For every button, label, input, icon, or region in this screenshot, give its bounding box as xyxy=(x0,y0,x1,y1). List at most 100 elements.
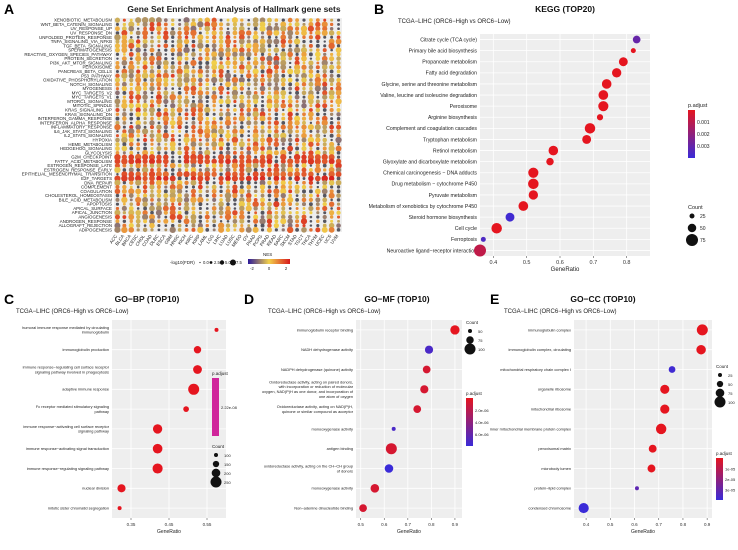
panel-a-size-legend-label: 5.0 xyxy=(225,260,231,265)
panel-a-dot xyxy=(219,185,223,189)
panel-a-dot xyxy=(240,138,244,142)
panel-a-dot xyxy=(309,104,313,108)
panel-c-tick-label: 0.35 xyxy=(127,522,136,527)
panel-a-dot xyxy=(121,158,128,165)
panel-a-dot xyxy=(328,145,335,152)
panel-a-row-label: IL2_STAT5_SIGNALING xyxy=(64,133,112,138)
panel-a-row-label: COMPLEMENT xyxy=(81,185,112,190)
panel-a-row-label: WNT_BETA_CATENIN_SIGNALING xyxy=(41,22,113,27)
panel-a-dot xyxy=(254,211,258,215)
panel-a-dot xyxy=(239,175,245,182)
panel-a-dot xyxy=(184,112,189,117)
panel-a-dot xyxy=(245,192,252,199)
panel-a-dot xyxy=(247,70,251,73)
panel-a-dot xyxy=(295,219,300,224)
panel-a-dot xyxy=(135,77,142,84)
panel-a-dot xyxy=(287,107,293,113)
panel-a-dot xyxy=(246,202,251,207)
panel-a-dot xyxy=(198,211,202,215)
panel-a-dot xyxy=(129,77,134,83)
panel-a-dot xyxy=(294,56,300,62)
panel-a-dot xyxy=(163,81,169,87)
panel-a-dot xyxy=(273,77,280,83)
panel-a-dot xyxy=(315,150,321,156)
panel-a-dot xyxy=(128,73,134,79)
panel-d-dot xyxy=(384,464,394,473)
panel-a-dot xyxy=(315,103,321,109)
panel-a-dot xyxy=(253,116,258,121)
panel-d-term-label: monooxygenase activity xyxy=(311,486,353,491)
panel-a-dot xyxy=(295,206,299,210)
panel-d-dot xyxy=(385,443,397,455)
panel-c-size-legend-label: 200 xyxy=(224,471,231,476)
panel-a-dot xyxy=(212,112,216,116)
panel-a-size-legend-title: -log10(FDR) xyxy=(170,260,195,265)
panel-a-dot xyxy=(205,147,209,151)
panel-a-dot xyxy=(115,61,120,65)
panel-b-size-legend-dot xyxy=(689,213,695,219)
panel-a-dot xyxy=(307,136,315,144)
panel-a-dot xyxy=(128,137,134,143)
panel-a-dot xyxy=(135,124,141,130)
panel-a-dot xyxy=(212,197,217,202)
panel-a-dot xyxy=(232,82,238,87)
panel-a-dot xyxy=(190,59,197,67)
panel-a-dot xyxy=(274,214,279,220)
panel-a-dot xyxy=(164,168,168,172)
panel-d-size-legend-dot xyxy=(464,343,476,355)
panel-a-size-legend-dot xyxy=(230,259,236,266)
panel-c-term-label: nuclear division xyxy=(82,486,109,491)
panel-a-dot xyxy=(288,202,293,207)
panel-a-dot xyxy=(184,82,189,87)
panel-a-dot xyxy=(162,60,169,66)
panel-a-row-label: ADIPOGENESIS xyxy=(79,227,112,232)
panel-a-dot xyxy=(302,18,306,22)
panel-a-dot xyxy=(198,219,203,223)
panel-a-dot xyxy=(273,120,279,126)
panel-a-dot xyxy=(322,193,327,198)
panel-a-dot xyxy=(286,226,294,234)
panel-a-dot xyxy=(219,189,223,194)
panel-a-dot xyxy=(259,111,266,118)
panel-a-dot xyxy=(309,224,313,227)
panel-a-dot xyxy=(171,202,175,206)
panel-a-dot xyxy=(121,175,128,182)
panel-a-dot xyxy=(253,98,259,105)
panel-a-dot xyxy=(239,43,244,48)
panel-a-dot xyxy=(239,112,245,117)
panel-a-size-legend-label: 0.0 xyxy=(203,260,209,265)
panel-a-dot xyxy=(328,42,335,50)
panel-a-dot xyxy=(184,180,189,185)
panel-a-dot xyxy=(129,198,133,202)
panel-a-dot xyxy=(273,141,280,147)
panel-a-dot xyxy=(205,77,210,83)
panel-a-dot xyxy=(321,226,328,233)
panel-a-dot xyxy=(149,103,155,108)
panel-a-dot xyxy=(212,219,217,224)
panel-a-dot xyxy=(266,145,273,152)
panel-a-dot xyxy=(219,56,223,61)
panel-a-dot xyxy=(212,167,217,173)
panel-b-term-label: Citrate cycle (TCA cycle) xyxy=(420,37,477,43)
panel-b-term-label: Chemical carcinogenesis − DNA adducts xyxy=(383,171,477,177)
panel-a-dot xyxy=(246,82,251,87)
panel-a-dot xyxy=(301,82,307,87)
panel-a-dot xyxy=(129,142,134,147)
panel-a-dot xyxy=(288,35,293,40)
panel-a-dot xyxy=(169,145,176,152)
panel-a-dot xyxy=(308,35,314,40)
panel-a-dot xyxy=(301,202,307,207)
panel-a-dot xyxy=(156,137,162,143)
panel-a-dot xyxy=(252,132,259,139)
panel-a-dot xyxy=(329,56,335,62)
panel-a-dot xyxy=(315,202,320,207)
panel-a-dot xyxy=(259,158,266,165)
panel-a-dot xyxy=(335,136,342,144)
panel-a-dot xyxy=(336,210,341,215)
panel-a-dot xyxy=(225,205,231,212)
panel-a-dot xyxy=(164,56,168,61)
panel-c-xlabel: GeneRatio xyxy=(157,529,181,535)
panel-a-dot xyxy=(136,202,141,207)
panel-a-dot xyxy=(116,95,119,99)
panel-a-dot xyxy=(157,48,161,52)
